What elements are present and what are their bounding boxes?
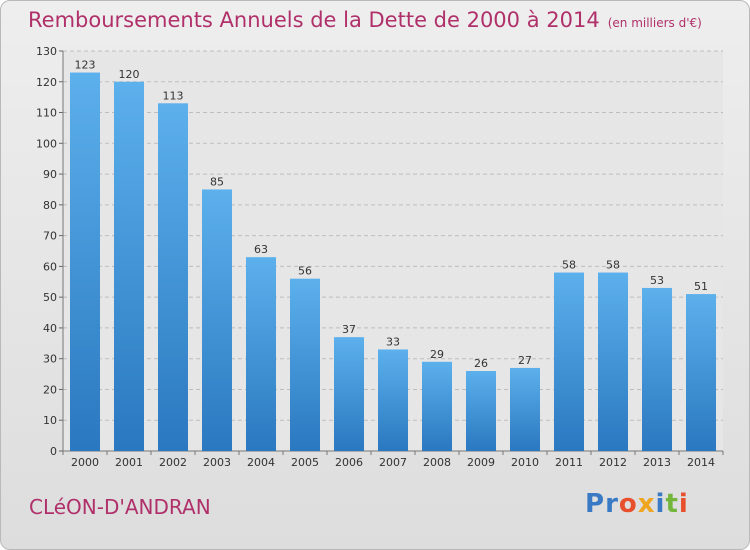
bar-value-label: 26 [474, 357, 488, 370]
bar-value-label: 27 [518, 354, 532, 367]
bar [554, 272, 584, 451]
bar [466, 371, 496, 451]
bar [202, 189, 232, 451]
x-tick-label: 2004 [247, 456, 275, 469]
bar-value-label: 58 [606, 259, 620, 272]
bar-value-label: 113 [163, 89, 184, 102]
logo-letter: x [637, 489, 656, 519]
bar-value-label: 29 [430, 348, 444, 361]
x-tick-label: 2001 [115, 456, 143, 469]
logo-letter: P [585, 489, 606, 519]
bar-value-label: 53 [650, 274, 664, 287]
chart-title: Remboursements Annuels de la Dette de 20… [28, 8, 702, 32]
logo-letter: t [665, 489, 679, 519]
bar [422, 361, 452, 451]
x-tick-label: 2007 [379, 456, 407, 469]
bar [290, 278, 320, 451]
x-tick-label: 2006 [335, 456, 363, 469]
bar [598, 272, 628, 451]
x-tick-label: 2013 [643, 456, 671, 469]
commune-name: CLéON-D'ANDRAN [29, 495, 211, 519]
y-tick-label: 130 [36, 45, 57, 58]
x-tick-label: 2005 [291, 456, 319, 469]
bar-value-label: 120 [119, 68, 140, 81]
bar [246, 257, 276, 451]
y-tick-label: 20 [43, 383, 57, 396]
y-tick-label: 60 [43, 260, 57, 273]
bar [334, 337, 364, 451]
x-tick-label: 2010 [511, 456, 539, 469]
y-tick-label: 70 [43, 230, 57, 243]
y-tick-label: 50 [43, 291, 57, 304]
x-tick-label: 2008 [423, 456, 451, 469]
bar-value-label: 56 [298, 265, 312, 278]
chart-title-text: Remboursements Annuels de la Dette de 20… [28, 8, 600, 32]
x-tick-label: 2000 [71, 456, 99, 469]
bar [378, 349, 408, 451]
y-tick-label: 90 [43, 168, 57, 181]
bar-value-label: 51 [694, 280, 708, 293]
logo-letter: o [618, 489, 638, 519]
logo-letter: i [655, 489, 666, 519]
bar [114, 81, 144, 452]
bar-value-label: 37 [342, 323, 356, 336]
bar-value-label: 123 [75, 59, 96, 72]
bar [642, 287, 672, 451]
bar [70, 72, 100, 452]
y-tick-label: 30 [43, 353, 57, 366]
bar [686, 294, 716, 451]
x-tick-label: 2011 [555, 456, 583, 469]
bar-value-label: 63 [254, 243, 268, 256]
x-tick-label: 2012 [599, 456, 627, 469]
bar [510, 367, 540, 451]
x-tick-label: 2014 [687, 456, 715, 469]
bar-value-label: 58 [562, 259, 576, 272]
x-tick-label: 2009 [467, 456, 495, 469]
chart-title-unit: (en milliers d'€) [607, 16, 702, 30]
y-tick-label: 80 [43, 199, 57, 212]
y-tick-label: 110 [36, 107, 57, 120]
x-tick-label: 2002 [159, 456, 187, 469]
y-tick-label: 10 [43, 414, 57, 427]
logo-letter: r [605, 489, 619, 519]
bar [158, 103, 188, 452]
x-tick-label: 2003 [203, 456, 231, 469]
y-tick-label: 40 [43, 322, 57, 335]
y-tick-label: 100 [36, 137, 57, 150]
logo-letter: i [678, 489, 689, 519]
y-tick-label: 0 [50, 445, 57, 458]
bar-value-label: 85 [210, 175, 224, 188]
proxiti-logo: Proxiti [585, 489, 689, 519]
bar-value-label: 33 [386, 335, 400, 348]
y-tick-label: 120 [36, 76, 57, 89]
